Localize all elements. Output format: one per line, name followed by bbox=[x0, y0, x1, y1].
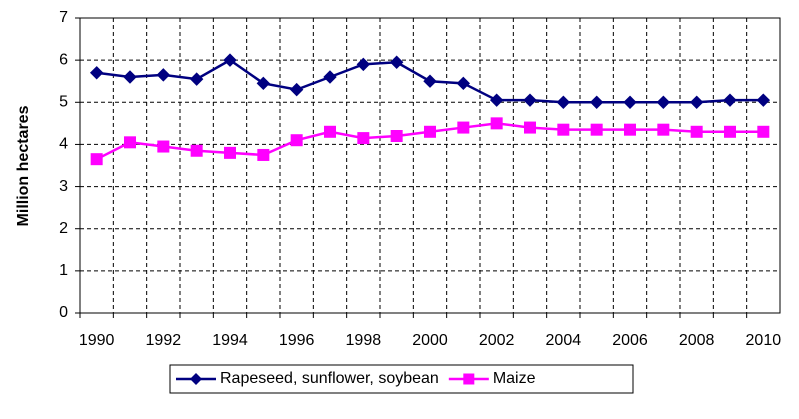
marker bbox=[457, 121, 470, 134]
legend-label: Maize bbox=[493, 370, 536, 387]
marker bbox=[757, 125, 770, 138]
y-tick-label: 3 bbox=[59, 178, 68, 195]
legend-label: Rapeseed, sunflower, soybean bbox=[220, 370, 439, 387]
x-tick-label: 1994 bbox=[212, 332, 248, 349]
x-tick-label: 2006 bbox=[612, 332, 648, 349]
marker bbox=[590, 123, 603, 136]
marker bbox=[356, 57, 371, 72]
x-tick-label: 2002 bbox=[479, 332, 515, 349]
x-tick-label: 2008 bbox=[679, 332, 715, 349]
y-tick-label: 5 bbox=[59, 94, 68, 111]
marker bbox=[189, 72, 204, 86]
y-tick-label: 4 bbox=[59, 136, 68, 153]
y-tick-label: 0 bbox=[59, 304, 68, 321]
x-tick-label: 1996 bbox=[279, 332, 315, 349]
y-tick-label: 6 bbox=[59, 51, 68, 68]
marker bbox=[223, 53, 237, 67]
marker bbox=[389, 55, 404, 69]
marker bbox=[257, 148, 270, 161]
x-tick-label: 2000 bbox=[412, 332, 448, 349]
x-tick-label: 1992 bbox=[146, 332, 182, 349]
legend-box bbox=[169, 364, 634, 394]
marker bbox=[324, 125, 336, 138]
marker bbox=[756, 93, 771, 107]
marker bbox=[723, 93, 737, 107]
marker bbox=[556, 95, 571, 109]
marker bbox=[124, 136, 136, 149]
marker bbox=[623, 95, 637, 109]
marker bbox=[690, 125, 703, 138]
marker bbox=[390, 130, 403, 142]
y-tick-label: 7 bbox=[59, 9, 68, 26]
marker bbox=[490, 117, 503, 130]
marker bbox=[156, 68, 171, 82]
marker bbox=[190, 144, 203, 157]
marker bbox=[224, 146, 236, 159]
y-axis-label: Million hectares bbox=[15, 105, 32, 226]
marker bbox=[423, 74, 437, 88]
marker bbox=[523, 93, 537, 107]
x-tick-label: 1990 bbox=[79, 332, 115, 349]
marker bbox=[157, 140, 170, 153]
x-tick-label: 2004 bbox=[546, 332, 582, 349]
marker bbox=[290, 134, 303, 147]
marker bbox=[424, 125, 436, 138]
plot-frame bbox=[79, 17, 781, 314]
marker bbox=[624, 123, 636, 136]
marker bbox=[557, 123, 570, 136]
marker bbox=[724, 125, 736, 138]
marker bbox=[89, 66, 104, 80]
marker bbox=[657, 123, 670, 136]
x-tick-label: 1998 bbox=[346, 332, 382, 349]
y-tick-label: 2 bbox=[59, 220, 68, 237]
marker bbox=[689, 95, 704, 109]
marker bbox=[524, 121, 536, 134]
y-tick-label: 1 bbox=[59, 262, 68, 279]
marker bbox=[123, 70, 137, 84]
legend-marker bbox=[190, 373, 202, 385]
marker bbox=[289, 82, 304, 97]
marker bbox=[90, 153, 103, 166]
x-tick-label: 2010 bbox=[746, 332, 782, 349]
marker bbox=[323, 70, 337, 84]
marker bbox=[256, 76, 271, 91]
marker bbox=[589, 95, 604, 109]
marker bbox=[357, 132, 370, 145]
marker bbox=[656, 95, 671, 109]
legend-marker bbox=[463, 373, 475, 385]
marker bbox=[489, 93, 504, 107]
marker bbox=[456, 76, 471, 91]
